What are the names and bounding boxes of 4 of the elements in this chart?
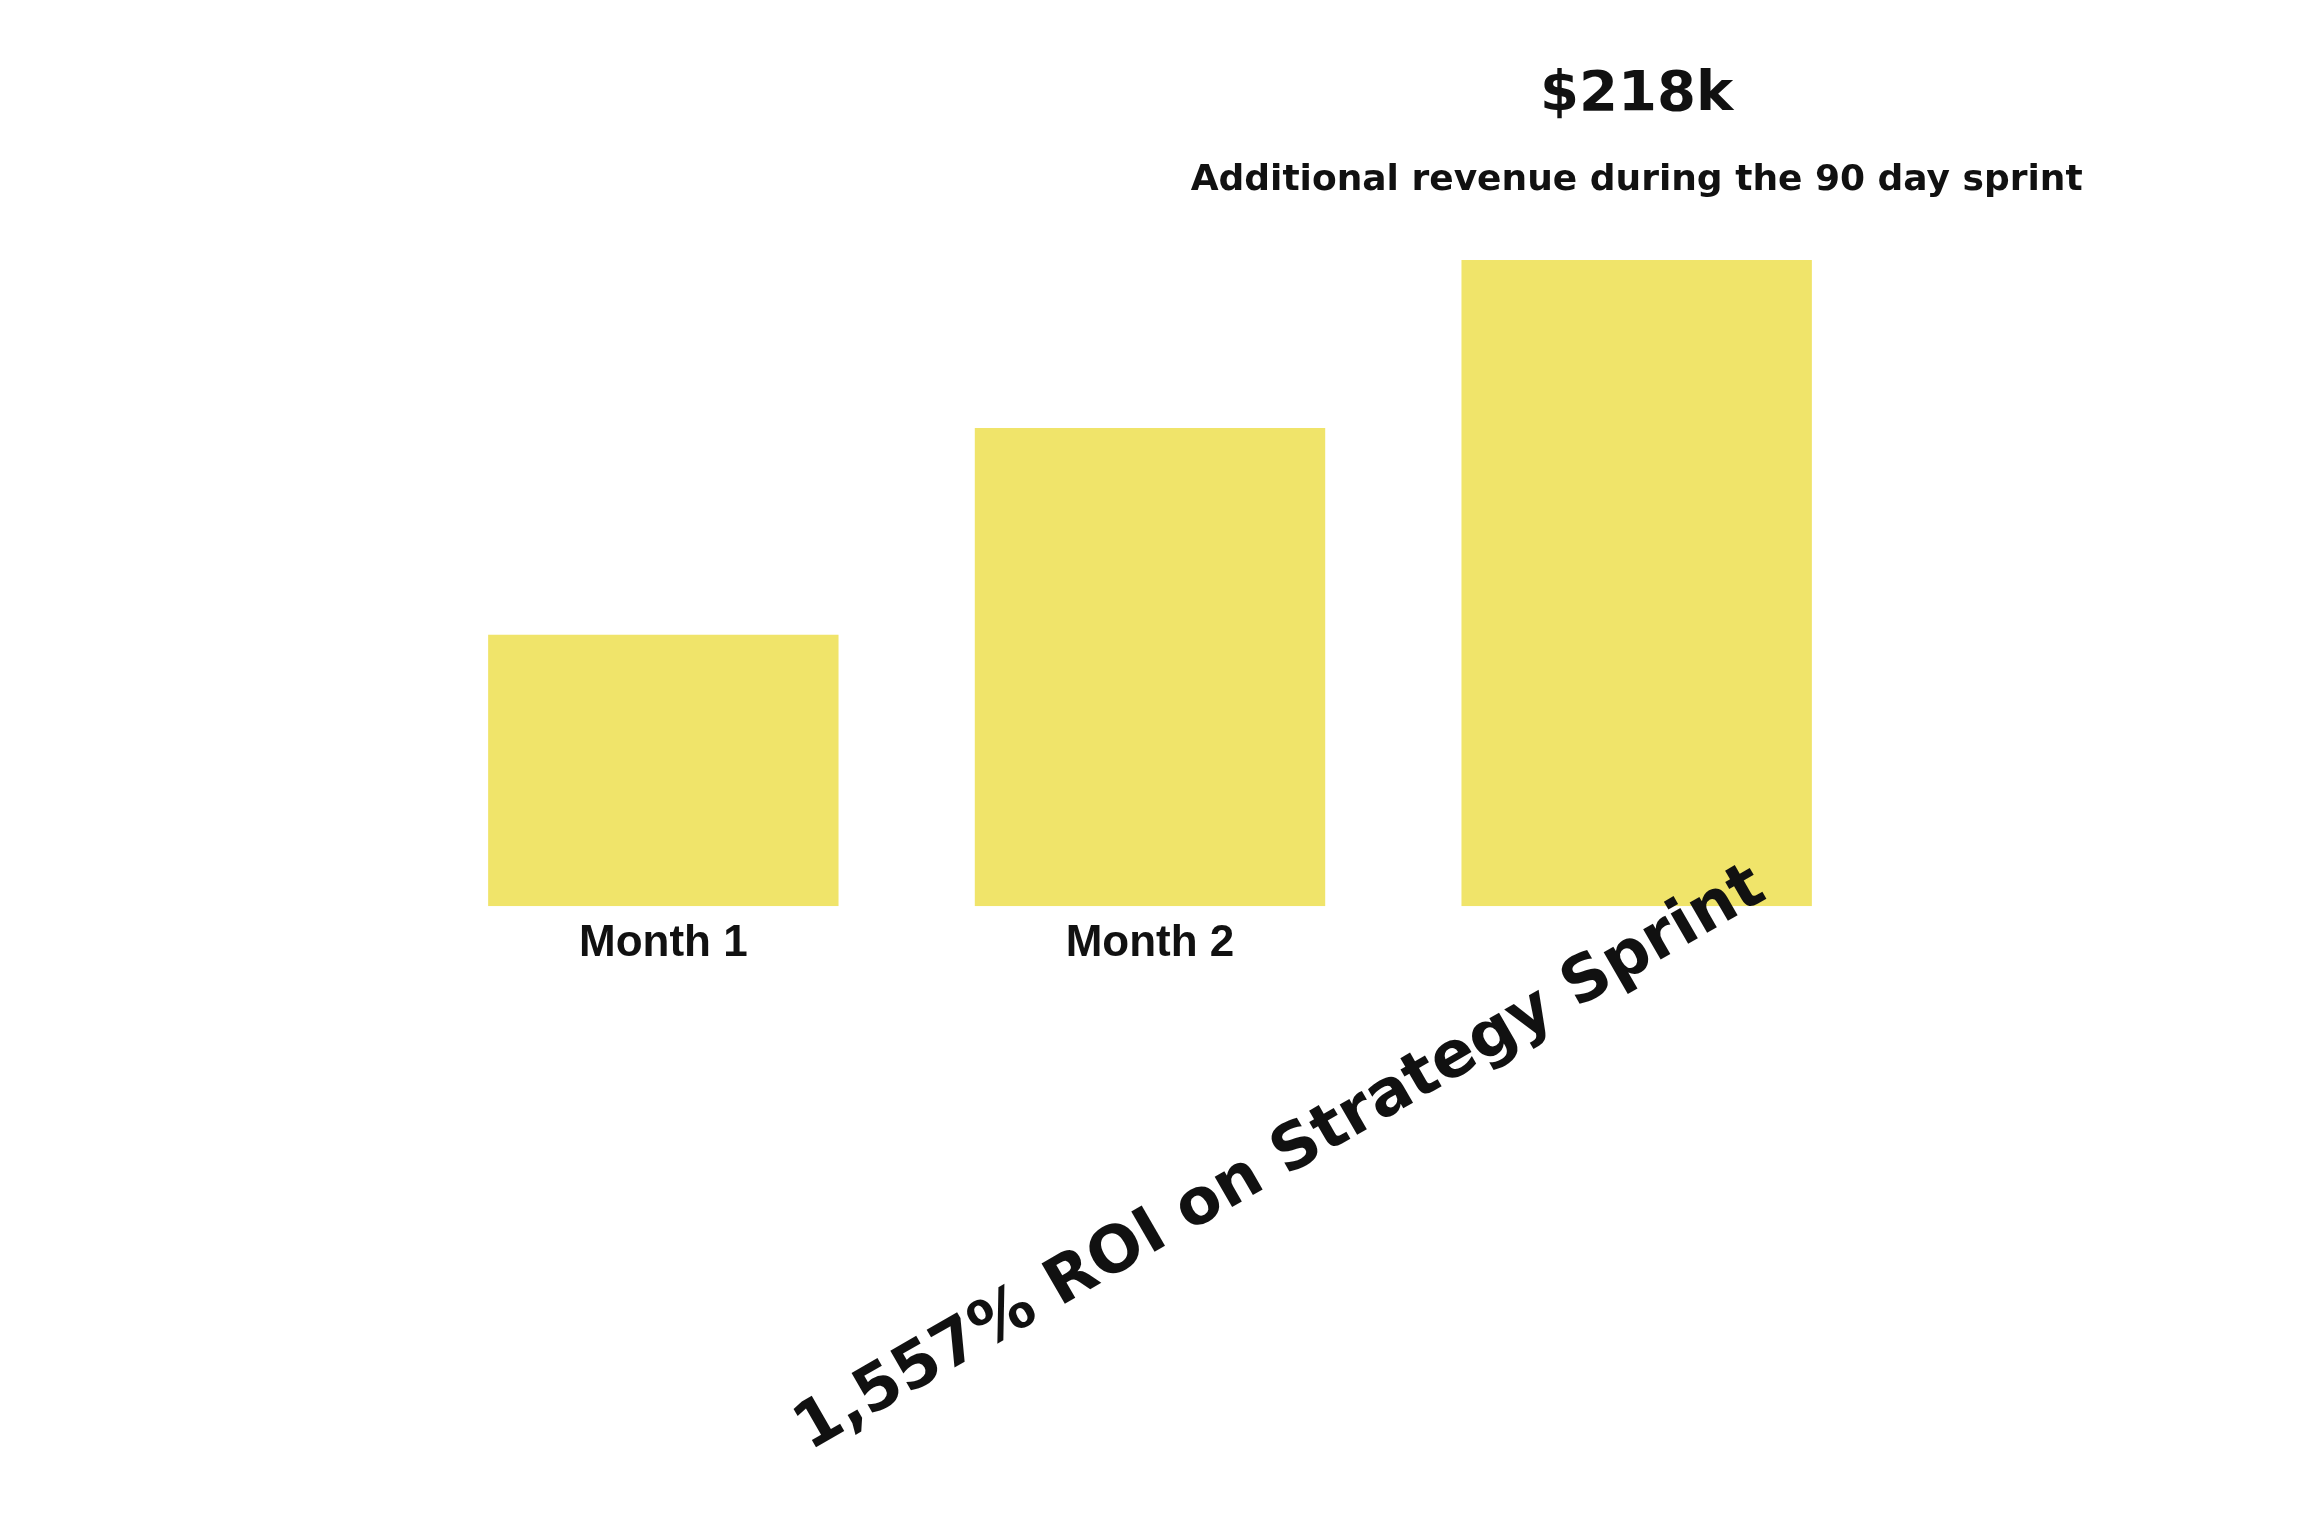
x-tick-label: Month 1 [579,915,748,965]
x-tick-label: Month 2 [1065,915,1235,965]
text: $218k [1540,58,1735,123]
text: Additional revenue during the 90 day sprint [1190,157,2083,198]
